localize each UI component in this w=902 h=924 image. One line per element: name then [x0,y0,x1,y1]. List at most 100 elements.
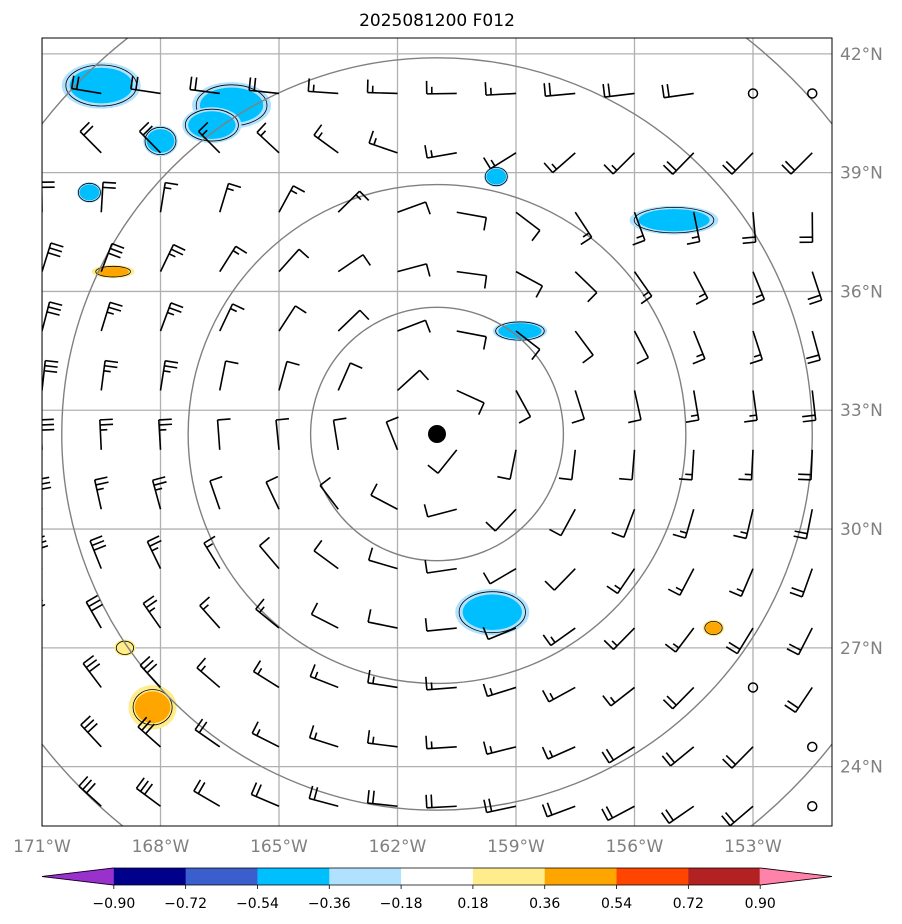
wind-barb-staff [278,248,300,273]
wind-barb-staff [100,182,104,213]
lat-tick-label: 42°N [840,45,883,65]
wind-barb-flag [611,164,618,171]
wind-barb-staff [608,746,635,764]
contour-line [184,108,239,142]
wind-barb-flag [483,217,488,231]
wind-barb [685,390,700,423]
wind-barb-flag [640,295,653,305]
wind-barb [661,83,694,99]
wind-barb-flag [148,607,156,613]
lon-tick-label: 156°W [606,837,664,857]
wind-barb-staff [337,254,364,273]
wind-barb-flag [159,423,173,426]
wind-barb-flag [531,229,541,242]
wind-barb [574,330,594,364]
wind-barb-flag [108,252,121,259]
wind-barb-staff [218,360,227,391]
wind-barb-flag [102,186,116,189]
wind-barb-flag [753,353,761,358]
wind-barb-flag [44,369,58,373]
wind-barb-staff [216,419,221,450]
wind-barb-flag [42,418,54,421]
wind-barb-flag [17,76,19,89]
wind-barb-flag [788,643,802,651]
wind-barb-flag [742,236,756,239]
wind-barb [397,263,431,277]
wind-barb-flag [42,599,44,602]
wind-barb-flag [25,779,34,788]
wind-barb-flag [168,306,182,313]
wind-barb-flag [153,481,167,486]
contour-line [704,620,723,636]
wind-barb-flag [366,730,371,744]
wind-barb [366,790,398,808]
colorbar-segment [185,868,258,885]
wind-barb-flag [672,533,686,539]
wind-barb [515,390,532,424]
wind-barb-flag [601,808,609,821]
wind-barb-flag [542,634,552,646]
wind-barb-flag [661,84,665,98]
wind-barb-flag [46,311,60,316]
colorbar-tick-label: 0.72 [673,896,704,912]
wind-barb [725,627,754,655]
wind-barb-staff [370,494,398,510]
wind-barb [693,271,709,305]
wind-barb-staff [42,360,47,391]
wind-barb [619,449,636,481]
wind-barb [85,594,104,629]
colorbar-tick-label: 0.18 [457,896,488,912]
wind-barb-flag [226,187,234,192]
wind-barb [251,721,280,748]
wind-barb-flag [85,594,98,603]
wind-barb-flag [423,504,429,518]
wind-barb-flag [698,292,706,298]
wind-barb-flag [549,692,555,700]
wind-barb-staff [368,559,398,570]
wind-barb-flag [82,655,95,665]
wind-barb-flag [370,483,378,496]
wind-barb [722,152,754,175]
wind-barb-flag [350,362,363,369]
colorbar-extend-max [759,867,833,886]
wind-barb-staff [189,88,220,95]
wind-barb [541,746,576,760]
wind-barb-flag [664,643,677,653]
wind-barb-flag [736,588,744,593]
wind-barb [308,725,339,748]
wind-barb-flag [602,84,606,98]
wind-barb [574,271,598,303]
wind-barb [42,242,64,272]
wind-barb-staff [309,737,339,748]
wind-barb-flag [307,78,311,92]
wind-barb [397,319,431,333]
wind-barb [678,449,695,481]
wind-barb-flag [665,752,676,764]
wind-barb-flag [158,418,172,421]
wind-barb-flag [791,586,805,593]
wind-barb-flag [252,660,262,672]
colorbar-tick-label: −0.36 [308,896,351,912]
wind-barb-flag [725,811,735,823]
wind-barb-flag [359,309,370,321]
wind-barb-flag [89,535,103,542]
wind-barb-flag [425,794,428,808]
wind-barb-staff [668,805,695,824]
wind-barb-flag [42,476,50,480]
wind-barb-staff [633,390,642,420]
wind-barb-flag [636,234,644,239]
wind-barb-flag [235,245,248,254]
wind-barb-flag [636,356,649,365]
wind-barb-flag [548,750,554,758]
wind-barb-flag [666,160,677,172]
wind-barb-flag [695,297,709,305]
wind-barb-flag [580,236,593,246]
wind-barb-flag [27,719,37,727]
wind-barb [692,330,706,365]
wind-barb-flag [228,182,242,189]
wind-barb-flag [425,676,428,690]
wind-barb [425,794,457,809]
wind-barb [278,305,307,332]
wind-barb [485,508,517,532]
